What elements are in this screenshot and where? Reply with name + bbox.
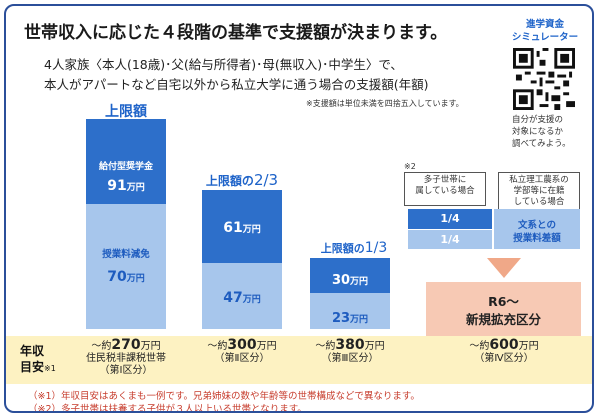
footnote-2-marker: ※2 [404,162,416,171]
col1-cap-label: 上限額 [105,104,147,120]
subtitle-line-1: 4人家族〈本人(18歳)･父(給与所得者)･母(無収入)･中学生〉で、 [44,57,403,72]
rounding-note: ※支援額は単位未満を四捨五入しています。 [306,99,464,108]
col2-tuition-amount: 47万円 [223,290,261,306]
col1-tuition-label: 授業料減免 [102,249,150,260]
simulator-note: 自分が支援の 対象になるか 調べてみよう。 [512,115,571,149]
col1-tuition-bar: 授業料減免 70万円 [86,204,166,329]
subtitle-line-2: 本人がアパートなど自宅以外から私立大学に通う場合の支援額(年額) [44,77,429,92]
income-col4: ～約600万円 （第Ⅳ区分） [469,337,539,364]
income-col1: ～約270万円 住民税非課税世帯 （第Ⅰ区分） [86,337,166,376]
col3-tuition-amount: 23万円 [331,311,369,326]
col1-scholarship-bar: 給付型奨学金 91万円 [86,119,166,204]
income-band [6,336,592,384]
col3-scholarship-bar: 30万円 [310,258,390,293]
footnote-2: （※2）多子世帯は扶養する子供が３人以上いる世帯となります。 [28,404,307,413]
new-expansion-box: R6～ 新規拡充区分 [426,282,581,340]
col1-tuition-amount: 70万円 [107,269,145,285]
col2-scholarship-amount: 61万円 [223,220,261,236]
col4-science-bar: 文系との 授業料差額 [494,209,580,249]
col2-tuition-bar: 47万円 [202,263,282,329]
infographic-card: 世帯収入に応じた４段階の基準で支援額が決まります。 4人家族〈本人(18歳)･父… [4,4,594,413]
page-title: 世帯収入に応じた４段階の基準で支援額が決まります。 [24,23,448,43]
qr-code-icon[interactable] [513,48,575,110]
footnote-1: （※1）年収目安はあくまも一例です。兄弟姉妹の数や年齢等の世帯構成などで異なりま… [28,391,420,402]
multi-child-box: 多子世帯に 属している場合 [404,172,486,206]
col2-cap-label: 上限額の2/3 [205,171,279,189]
col3-cap-label: 上限額の1/3 [320,240,388,256]
arrow-down-icon [487,258,521,278]
simulator-title: 進学資金 シミュレーター [511,19,579,43]
col3-scholarship-amount: 30万円 [331,273,369,288]
col2-scholarship-bar: 61万円 [202,190,282,263]
income-guide-label: 年収 目安※1 [20,344,56,374]
income-col3: ～約380万円 （第Ⅲ区分） [315,337,385,364]
science-faculty-box: 私立理工農系の 学部等に在籍 している場合 [498,172,580,216]
col4-scholarship-bar: 1/4 [408,209,492,229]
col1-scholarship-label: 給付型奨学金 [98,162,153,172]
income-col2: ～約300万円 （第Ⅱ区分） [207,337,277,364]
col3-tuition-bar: 23万円 [310,293,390,329]
col4-tuition-bar: 1/4 [408,230,492,249]
col1-scholarship-amount: 91万円 [107,178,145,194]
